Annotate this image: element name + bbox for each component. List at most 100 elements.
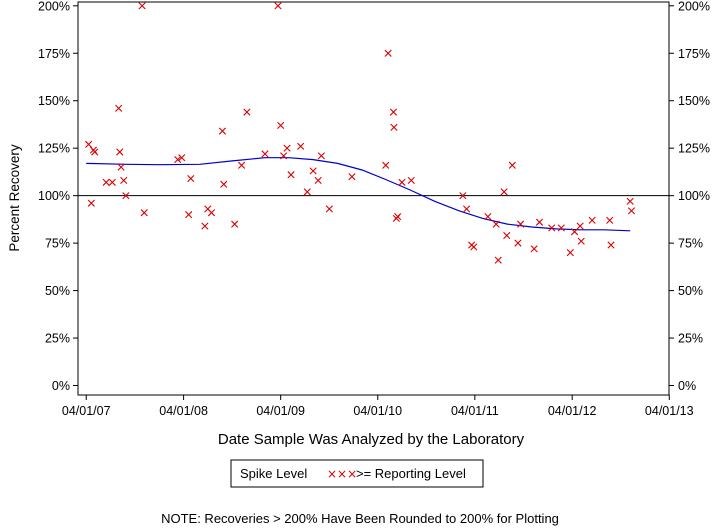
data-point [389,108,398,116]
data-point [508,161,516,169]
trend-line [86,157,631,232]
data-point [626,197,634,205]
y-tick-label-right: 0% [678,379,696,393]
data-point [548,224,556,232]
x-tick-label: 04/01/13 [645,404,694,418]
y-tick-label-right: 150% [678,94,710,108]
y-axis-title: Percent Recovery [7,144,22,252]
data-point [492,220,500,228]
data-point [187,174,195,183]
data-point [201,222,209,230]
data-point [138,2,146,10]
data-point [85,140,93,148]
data-point [116,148,124,156]
y-tick-label-left: 100% [38,189,70,203]
data-point [102,178,110,186]
legend-marker: ××× [327,467,357,481]
data-point [325,205,333,213]
data-point [117,163,125,171]
data-point [607,241,615,249]
data-point [185,211,193,219]
data-point [588,216,596,224]
data-point [394,212,402,221]
data-point [174,155,182,164]
data-point [576,222,584,230]
data-point [108,178,116,186]
data-point [277,121,285,129]
legend-entry-label: >= Reporting Level [356,466,466,481]
data-point [407,176,415,185]
data-point [218,127,227,135]
y-tick-label-left: 200% [38,0,70,13]
y-tick-label-left: 0% [52,379,70,393]
x-tick-label: 04/01/08 [159,404,208,418]
y-tick-label-left: 75% [45,237,70,251]
y-tick-label-right: 125% [678,142,710,156]
data-point [231,220,239,228]
data-point [220,180,228,188]
data-point [627,207,636,215]
y-tick-label-right: 175% [678,47,710,61]
data-point [514,239,522,247]
y-tick-label-right: 200% [678,0,710,13]
data-point [115,104,123,112]
data-point [261,150,269,158]
data-point [207,209,216,217]
data-point [500,188,508,196]
legend: Spike Level ××× >= Reporting Level [230,459,484,488]
data-point [566,249,574,257]
data-point [297,142,305,150]
legend-title: Spike Level [240,466,307,481]
data-point [314,176,322,185]
data-point [348,173,356,181]
data-point [470,243,478,251]
data-point [178,154,186,162]
data-point [237,161,246,169]
x-axis-title: Date Sample Was Analyzed by the Laborato… [218,431,525,448]
y-tick-label-right: 75% [678,237,703,251]
data-point [384,49,392,57]
y-tick-label-left: 175% [38,47,70,61]
trend-line-layer [86,157,631,232]
data-point [530,245,538,253]
data-point [287,171,295,179]
data-point [390,123,398,131]
tick-layer: 0% 0% 25% 25% 50% 50% 75% 75% 100% 100% 125% 125% 15… [38,0,710,418]
data-point [91,148,99,156]
data-point [274,2,282,10]
y-tick-label-left: 25% [45,332,70,346]
data-point [283,144,291,152]
x-tick-label: 04/01/10 [353,404,402,418]
data-point [243,108,251,116]
data-point [122,192,130,200]
data-point [463,205,471,213]
y-tick-label-left: 125% [38,142,70,156]
x-tick-label: 04/01/07 [62,404,111,418]
data-point [516,220,525,228]
data-point [87,199,95,207]
legend-box [230,459,484,488]
plot-frame [77,1,670,396]
data-point [398,178,406,186]
data-point [120,176,128,185]
data-point [459,192,467,200]
data-point [606,216,614,224]
data-point [280,152,288,160]
data-point [535,218,544,226]
y-tick-label-right: 50% [678,284,703,298]
data-point [382,161,390,169]
point-layer [85,2,636,264]
data-point [317,152,325,160]
x-tick-label: 04/01/09 [256,404,305,418]
y-tick-label-left: 50% [45,284,70,298]
data-point [309,167,317,175]
data-point [570,228,579,236]
data-point [557,224,565,232]
y-tick-label-left: 150% [38,94,70,108]
data-point [503,231,511,240]
y-tick-label-right: 25% [678,332,703,346]
data-point [577,237,585,245]
data-point [303,188,311,196]
x-tick-label: 04/01/11 [451,404,499,418]
